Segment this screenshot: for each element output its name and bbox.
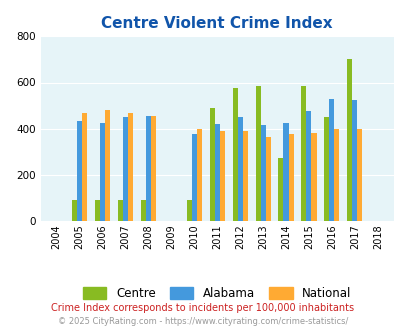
Bar [141,200,145,221]
Bar [283,123,288,221]
Bar [288,135,293,221]
Bar [334,129,339,221]
Text: Crime Index corresponds to incidents per 100,000 inhabitants: Crime Index corresponds to incidents per… [51,303,354,313]
Bar [265,137,270,221]
Bar [237,117,242,221]
Bar [255,86,260,221]
Title: Centre Violent Crime Index: Centre Violent Crime Index [101,16,332,31]
Bar [95,200,100,221]
Bar [128,113,133,221]
Bar [123,117,128,221]
Bar [242,131,247,221]
Bar [311,133,316,221]
Bar [278,157,283,221]
Bar [72,200,77,221]
Bar [352,100,356,221]
Bar [186,200,191,221]
Bar [209,108,214,221]
Bar [356,129,362,221]
Bar [191,135,196,221]
Bar [151,116,156,221]
Bar [214,124,219,221]
Legend: Centre, Alabama, National: Centre, Alabama, National [78,282,356,305]
Bar [219,131,224,221]
Bar [117,200,123,221]
Bar [328,99,334,221]
Bar [82,113,87,221]
Bar [346,59,352,221]
Text: © 2025 CityRating.com - https://www.cityrating.com/crime-statistics/: © 2025 CityRating.com - https://www.city… [58,317,347,326]
Bar [145,116,151,221]
Bar [105,110,110,221]
Bar [301,86,306,221]
Bar [196,129,201,221]
Bar [232,88,237,221]
Bar [260,125,265,221]
Bar [77,121,82,221]
Bar [100,123,105,221]
Bar [324,117,328,221]
Bar [306,112,311,221]
